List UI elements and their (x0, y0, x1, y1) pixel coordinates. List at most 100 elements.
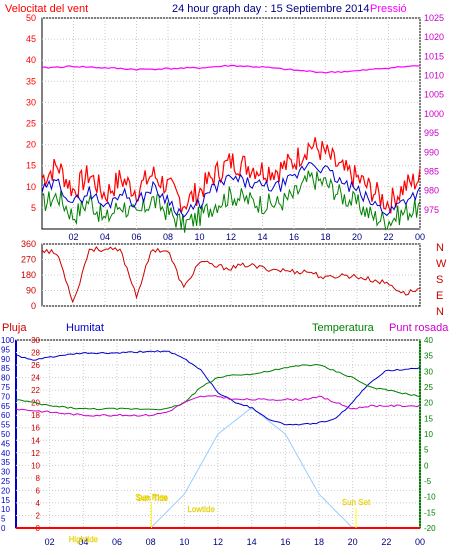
humidity-x-tick-label: 22 (381, 537, 391, 547)
wind-y-tick-label: 50 (26, 13, 36, 23)
temperature-tick-label: -15 (424, 508, 436, 517)
dir-label-s: S (436, 274, 443, 286)
punt-rosada-label: Punt rosada (389, 322, 449, 334)
humidity-tick-label: 20 (1, 486, 10, 495)
wind-y-tick-label: 5 (31, 203, 36, 213)
wind-x-tick-label: 16 (289, 232, 299, 242)
temperature-tick-label: 40 (424, 336, 433, 345)
humidity-tick-label: 55 (1, 421, 10, 430)
direction-tick-label: 270 (21, 255, 36, 265)
pressure-line (41, 64, 421, 74)
rain-tick-label: 22 (31, 386, 40, 395)
humidity-tick-label: 95 (1, 345, 10, 354)
humidity-tick-label: 5 (1, 515, 6, 524)
wind-direction-panel: 0 90 180 270 360 (21, 239, 421, 311)
pluja-label: Pluja (2, 322, 27, 334)
dewpoint-line (15, 394, 421, 417)
temperature-line (15, 363, 421, 411)
direction-tick-label: 360 (21, 239, 36, 249)
direction-tick-label: 90 (26, 286, 36, 296)
humidity-tick-label: 30 (1, 468, 10, 477)
humidity-tick-label: 25 (1, 477, 10, 486)
temperature-tick-label: 30 (424, 367, 433, 376)
rain-tick-label: 12 (31, 449, 40, 458)
humidity-x-tick-label: 02 (45, 537, 55, 547)
temperature-tick-label: 5 (424, 446, 429, 455)
wind-y-tick-label: 40 (26, 55, 36, 65)
wind-green-line (41, 170, 421, 233)
temperature-tick-label: -5 (424, 477, 432, 486)
direction-line (41, 245, 421, 304)
rain-tick-label: 8 (36, 474, 41, 483)
temperature-tick-label: 20 (424, 399, 433, 408)
dir-label-e: E (436, 290, 443, 302)
wind-gust-line (41, 137, 421, 214)
event-label: Sun Set (342, 498, 371, 507)
temperatura-label: Temperatura (312, 322, 375, 334)
humidity-x-tick-label: 06 (112, 537, 122, 547)
direction-tick-label: 0 (31, 301, 36, 311)
humidity-x-tick-label: 08 (146, 537, 156, 547)
pressure-tick-label: 975 (424, 205, 439, 215)
humidity-tick-label: 85 (1, 364, 10, 373)
panel-labels: Velocitat del vent 24 hour graph day : 1… (2, 3, 449, 334)
event-label: Sun Tide (137, 494, 169, 503)
humidity-tick-label: 0 (1, 524, 6, 533)
humidity-tick-label: 10 (1, 505, 10, 514)
humidity-x-tick-label: 16 (280, 537, 290, 547)
wind-avg-line (41, 161, 421, 218)
temperature-tick-label: -20 (424, 524, 436, 533)
humidity-line (15, 350, 421, 426)
pressure-tick-label: 1020 (424, 32, 444, 42)
pressure-tick-label: 985 (424, 166, 439, 176)
direction-tick-label: 180 (21, 270, 36, 280)
wind-x-tick-label: 08 (163, 232, 173, 242)
graph-title: 24 hour graph day : 15 Septiembre 2014 (172, 3, 370, 15)
humitat-label: Humitat (66, 322, 104, 334)
humidity-x-tick-label: 14 (247, 537, 257, 547)
event-label: Sun Rise (135, 493, 168, 502)
wind-y-tick-label: 10 (26, 182, 36, 192)
dir-label-n1: N (436, 242, 444, 254)
humidity-tick-label: 65 (1, 402, 10, 411)
humidity-tick-label: 35 (1, 458, 10, 467)
rain-tick-label: 6 (36, 486, 41, 495)
wind-x-tick-label: 22 (383, 232, 393, 242)
event-label: Lowtide (187, 505, 215, 514)
humidity-x-tick-label: 20 (348, 537, 358, 547)
wind-x-tick-label: 20 (352, 232, 362, 242)
wind-y-tick-label: 45 (26, 34, 36, 44)
humidity-tick-label: 75 (1, 383, 10, 392)
wind-x-tick-label: 04 (100, 232, 110, 242)
humidity-temperature-panel: 02 04 06 08 10 12 14 16 18 20 22 000510152025303540… (1, 336, 436, 547)
wind-y-tick-label: 20 (26, 140, 36, 150)
rain-tick-label: 4 (36, 499, 41, 508)
pressure-tick-label: 980 (424, 186, 439, 196)
rain-tick-label: 28 (31, 349, 40, 358)
pressure-tick-label: 1010 (424, 71, 444, 81)
rain-tick-label: 2 (36, 511, 41, 520)
wind-pressure-panel: 02 04 06 08 10 12 14 16 18 20 22 005101520253035404… (26, 13, 444, 242)
humidity-tick-label: 15 (1, 496, 10, 505)
wind-x-tick-label: 10 (194, 232, 204, 242)
pressure-tick-label: 1005 (424, 90, 444, 100)
temperature-tick-label: 15 (424, 414, 433, 423)
wind-speed-label: Velocitat del vent (5, 3, 88, 15)
wind-y-tick-label: 30 (26, 97, 36, 107)
temperature-tick-label: 0 (424, 461, 429, 470)
pressure-tick-label: 990 (424, 147, 439, 157)
humidity-tick-label: 90 (1, 355, 10, 364)
rain-tick-label: 14 (31, 436, 40, 445)
humidity-x-tick-label: 12 (213, 537, 223, 547)
humidity-tick-label: 45 (1, 439, 10, 448)
event-label: Hightide (69, 535, 99, 544)
pressure-tick-label: 995 (424, 128, 439, 138)
temperature-tick-label: -10 (424, 493, 436, 502)
dir-label-w: W (436, 258, 447, 270)
rain-tick-label: 24 (31, 374, 40, 383)
rain-tick-label: 16 (31, 424, 40, 433)
humidity-x-tick-label: 04 (78, 537, 88, 547)
wind-y-tick-label: 35 (26, 76, 36, 86)
wind-y-tick-label: 15 (26, 161, 36, 171)
pressure-tick-label: 1015 (424, 51, 444, 61)
